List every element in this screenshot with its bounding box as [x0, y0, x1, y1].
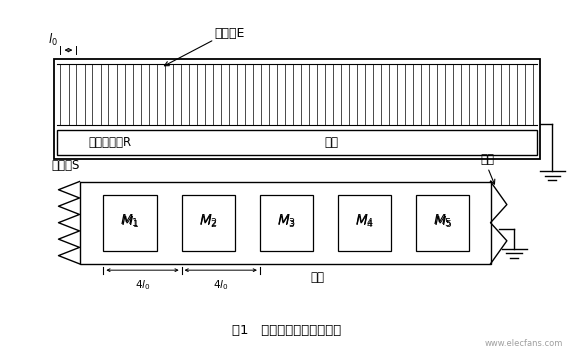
Text: 屏蔽极S: 屏蔽极S: [51, 159, 79, 172]
Bar: [338, 195, 391, 251]
Bar: [492, 64, 502, 125]
Bar: [54, 59, 540, 159]
Bar: [413, 64, 421, 125]
Text: $M_5$: $M_5$: [433, 215, 452, 230]
Text: $M_1$: $M_1$: [121, 215, 139, 230]
Bar: [125, 64, 133, 125]
Bar: [60, 64, 69, 125]
Bar: [57, 130, 537, 155]
Bar: [80, 182, 491, 264]
Bar: [445, 64, 453, 125]
Bar: [269, 64, 277, 125]
Bar: [157, 64, 165, 125]
Text: $M_4$: $M_4$: [355, 215, 374, 230]
Bar: [188, 64, 197, 125]
Text: $4l_0$: $4l_0$: [135, 278, 150, 292]
Bar: [525, 64, 533, 125]
Bar: [236, 64, 245, 125]
Text: $M_2$: $M_2$: [199, 215, 218, 230]
Text: 定尺: 定尺: [311, 271, 325, 284]
Text: 图1   容栅传感器结构示意图: 图1 容栅传感器结构示意图: [232, 324, 342, 337]
Text: 发射极E: 发射极E: [214, 27, 245, 40]
Text: $M_1$: $M_1$: [121, 213, 139, 229]
Bar: [461, 64, 470, 125]
Bar: [317, 64, 325, 125]
Bar: [397, 64, 405, 125]
Bar: [103, 195, 157, 251]
Bar: [429, 64, 437, 125]
Text: $4l_0$: $4l_0$: [213, 278, 228, 292]
Bar: [141, 64, 149, 125]
Bar: [204, 64, 213, 125]
Bar: [509, 64, 517, 125]
Text: $M_4$: $M_4$: [355, 213, 374, 229]
Text: 动尺: 动尺: [324, 136, 338, 149]
Text: $M_2$: $M_2$: [199, 213, 218, 229]
Bar: [477, 64, 486, 125]
Bar: [285, 64, 293, 125]
Bar: [333, 64, 342, 125]
Text: 绝缘: 绝缘: [480, 153, 495, 167]
Bar: [364, 64, 373, 125]
Bar: [76, 64, 85, 125]
Text: $M_3$: $M_3$: [277, 213, 296, 229]
Text: $M_5$: $M_5$: [433, 213, 452, 229]
Bar: [173, 64, 181, 125]
Bar: [416, 195, 470, 251]
Bar: [381, 64, 389, 125]
Bar: [301, 64, 309, 125]
Bar: [260, 195, 313, 251]
Text: $l_0$: $l_0$: [48, 32, 57, 48]
Bar: [181, 195, 235, 251]
Bar: [92, 64, 101, 125]
Bar: [253, 64, 261, 125]
Bar: [348, 64, 357, 125]
Bar: [108, 64, 117, 125]
Text: 公共接收极R: 公共接收极R: [88, 136, 131, 149]
Text: www.elecfans.com: www.elecfans.com: [484, 339, 563, 348]
Bar: [220, 64, 229, 125]
Text: $M_3$: $M_3$: [277, 215, 296, 230]
